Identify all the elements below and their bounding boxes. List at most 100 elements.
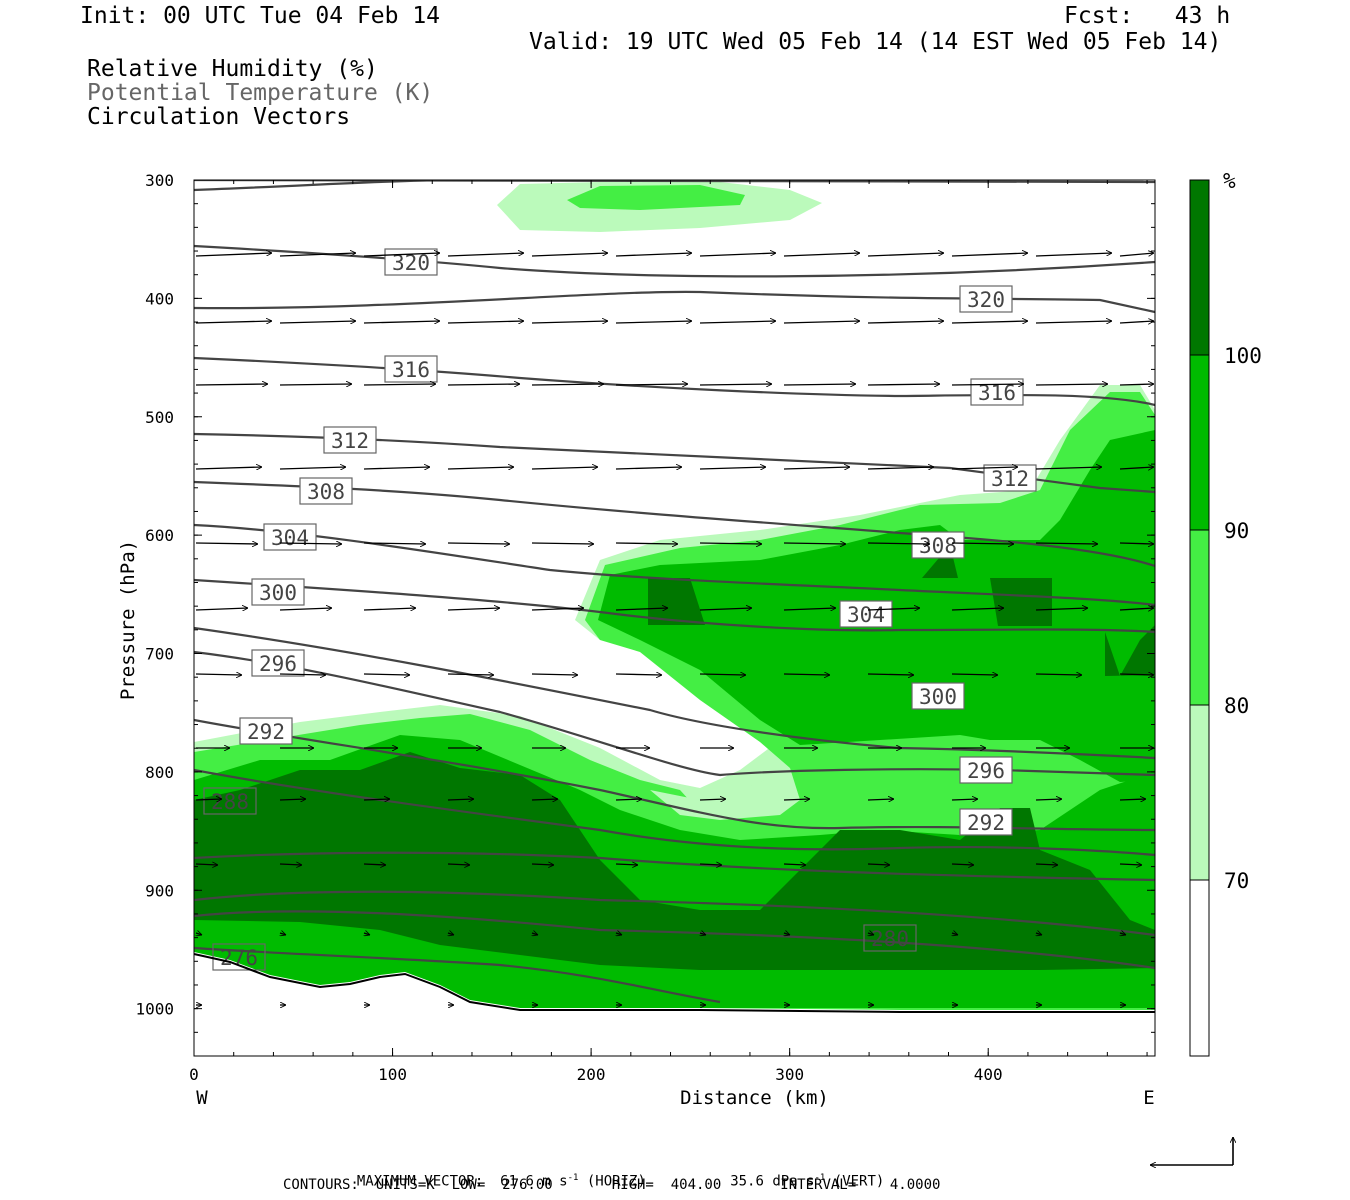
circulation-vector [951,467,1018,469]
y-tick-label: 300 [145,171,174,190]
x-tick-label: 300 [775,1065,804,1084]
colorbar-band-below-70 [1190,880,1209,1056]
circulation-vector [783,674,830,675]
circulation-vector [1119,321,1154,323]
y-tick-label: 500 [145,408,174,427]
circulation-vector [867,253,944,257]
circulation-vector [447,674,494,675]
circulation-vector [531,864,554,865]
circulation-vector [867,799,894,800]
footer-vert-unit: (VERT) [833,1173,885,1190]
init-time: Init: 00 UTC Tue 04 Feb 14 [80,3,441,29]
y-tick-label: 900 [145,881,174,900]
circulation-vector [951,543,1014,544]
theta-label: 312 [331,429,369,453]
circulation-vector [531,543,594,544]
colorbar-band-80-90 [1190,530,1209,705]
footer-max-label: MAXIMUM VECTOR: [356,1173,484,1190]
x-tick-label: 100 [378,1065,407,1084]
circulation-vector [195,864,218,865]
colorbar-label-80: 80 [1224,694,1249,718]
circulation-vector [1035,467,1102,469]
theta-label-box [970,378,1024,406]
circulation-vector [447,321,524,323]
circulation-vector [783,321,860,323]
footer-contours: CONTOURS: UNITS=K LOW= 276.00 HIGH= 404.… [283,1177,941,1193]
theta-label-box [959,756,1013,784]
theta-label: 288 [211,790,249,814]
x-end-west: W [196,1087,208,1109]
circulation-vector [447,864,470,865]
reference-vector [1150,1137,1233,1165]
x-end-east: E [1143,1087,1154,1109]
circulation-vector [868,933,874,935]
theta-label: 292 [247,720,285,744]
field-theta: Potential Temperature (K) [87,80,434,106]
circulation-vector [699,253,776,257]
circulation-vector [363,799,390,800]
rh-80-top [567,185,745,210]
circulation-vector [615,384,688,385]
circulation-vector [951,799,978,800]
circulation-vector [364,933,370,935]
circulation-vector [532,933,538,935]
footer-line1: MAXIMUM VECTOR: 61.6 m s-1 (HORIZ) 35.6 … [340,1157,884,1190]
rh-100-mid [648,578,705,625]
circulation-vector [363,384,436,385]
circulation-vector [783,467,850,469]
circulation-vector [867,543,930,544]
circulation-vector [1035,321,1112,323]
circulation-vector [783,799,810,800]
theta-label-box [251,649,305,677]
axes-layer: 300 400 500 600 700 800 900 1000 0 100 200 300 400 W E… [117,171,1155,1109]
plot-frame [193,179,1156,1057]
circulation-vector [1119,467,1154,469]
circulation-vector [867,608,920,610]
circulation-vector [783,543,846,544]
theta-label-box [239,717,293,745]
y-tick-label: 400 [145,289,174,308]
rh-80-white-pocket [650,770,800,820]
circulation-vector [195,608,248,610]
circulation-vector [531,608,584,610]
colorbar-band-90-100 [1190,355,1209,530]
theta-label-box [323,426,377,454]
theta-label: 296 [967,759,1005,783]
circulation-vector [867,467,934,469]
circulation-vector [783,608,836,610]
colorbar-label-70: 70 [1224,869,1249,893]
circulation-vector [1035,864,1058,865]
circulation-vector [615,321,692,323]
circulation-vector [363,467,430,469]
colorbar-band-above-100 [1190,180,1209,355]
footer-horiz-unit: (HORIZ) [586,1173,646,1190]
circulation-vector [363,864,386,865]
circulation-vector [447,384,520,385]
theta-label-box [983,464,1037,492]
circulation-vector [699,674,746,675]
circulation-vector [1119,543,1154,544]
circulation-vector [1120,933,1126,935]
circulation-vector [195,321,272,323]
circulation-vector [195,543,258,544]
theta-label-layer: 3203203163163123123083083043043003002962… [203,248,1037,971]
y-axis-title: Pressure (hPa) [117,540,139,700]
theta-contour-layer [194,180,1155,1004]
circulation-vector [363,608,416,610]
theta-label-box [203,787,257,815]
circulation-vector [279,608,332,610]
field-rh: Relative Humidity (%) [87,56,378,82]
y-tick-label: 1000 [135,1000,174,1019]
circulation-vector [1035,253,1112,257]
circulation-vector [1119,608,1154,610]
circulation-vector [447,608,500,610]
circulation-vector [867,674,914,675]
circulation-vector [1119,253,1154,257]
circulation-vector [784,933,790,935]
circulation-vector [615,608,668,610]
circulation-vector [951,253,1028,257]
theta-label-box [959,808,1013,836]
circulation-vector [531,799,558,800]
colorbar-frame [1189,179,1210,1057]
